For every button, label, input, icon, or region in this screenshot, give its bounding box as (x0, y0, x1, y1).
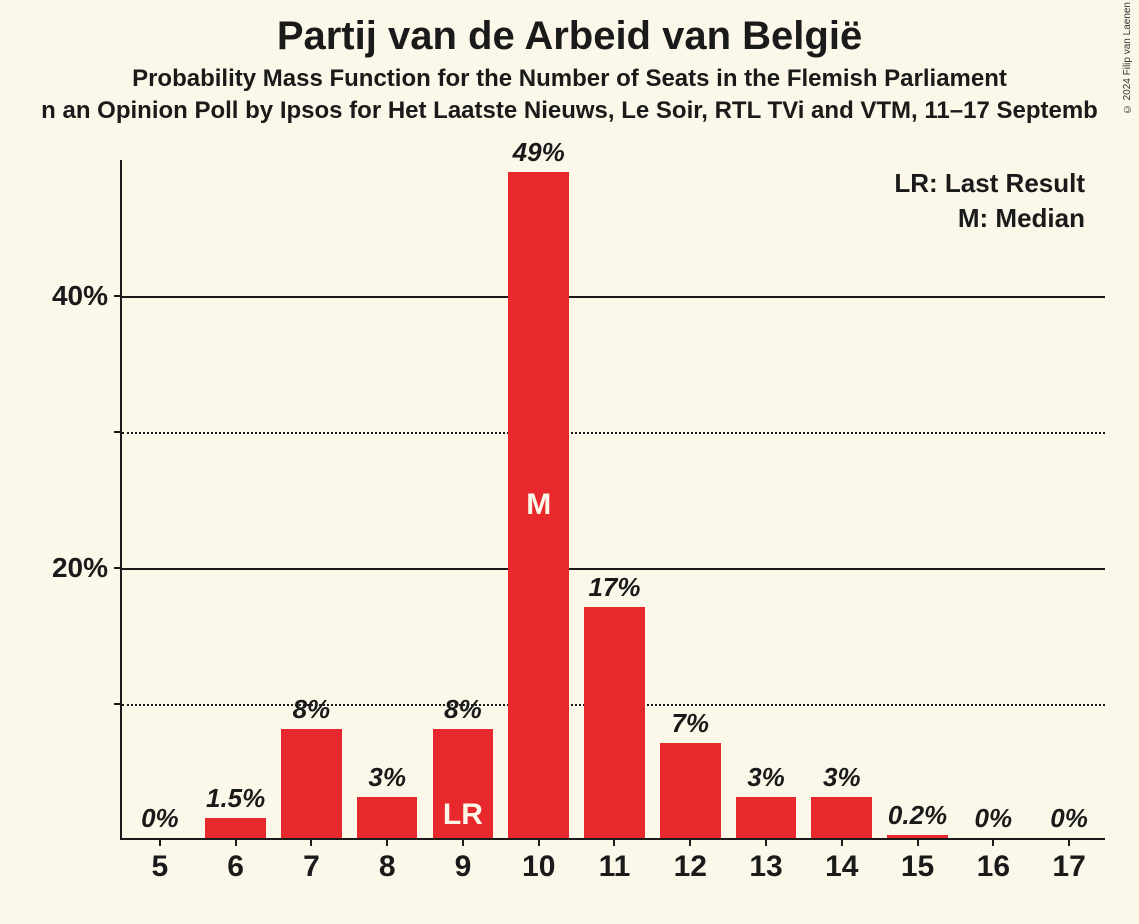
x-axis-label: 6 (227, 850, 244, 884)
bar: 7% (660, 743, 721, 838)
bar-value-label: 17% (588, 572, 640, 603)
ytick-mark (114, 295, 122, 297)
bar-slot: 0.2%15 (880, 160, 956, 838)
x-axis-label: 11 (599, 850, 631, 884)
xtick-mark (689, 838, 691, 846)
x-axis-label: 15 (901, 850, 934, 884)
bar-value-label: 7% (671, 708, 709, 739)
xtick-mark (159, 838, 161, 846)
xtick-mark (613, 838, 615, 846)
x-axis-label: 13 (749, 850, 782, 884)
xtick-mark (1068, 838, 1070, 846)
bar-annotation: LR (443, 798, 483, 832)
bar-value-label: 3% (368, 762, 406, 793)
bar-value-label: 0% (975, 803, 1013, 834)
xtick-mark (765, 838, 767, 846)
bar-slot: 7%12 (652, 160, 728, 838)
bar-slot: 3%14 (804, 160, 880, 838)
bar-slot: 1.5%6 (198, 160, 274, 838)
x-axis-label: 12 (674, 850, 707, 884)
plot-area: LR: Last Result M: Median 20%40%0%51.5%6… (120, 160, 1105, 840)
chart-subtitle-1: Probability Mass Function for the Number… (0, 65, 1139, 93)
ytick-mark (114, 567, 122, 569)
xtick-mark (462, 838, 464, 846)
x-axis-label: 9 (455, 850, 472, 884)
bar-slot: 3%8 (349, 160, 425, 838)
bar-slot: 0%5 (122, 160, 198, 838)
bar-value-label: 0.2% (888, 800, 947, 831)
bar-slot: 8%LR9 (425, 160, 501, 838)
xtick-mark (917, 838, 919, 846)
x-axis-label: 16 (977, 850, 1010, 884)
xtick-mark (841, 838, 843, 846)
bar: 3% (357, 797, 418, 838)
x-axis-label: 17 (1052, 850, 1085, 884)
x-axis-label: 8 (379, 850, 396, 884)
xtick-mark (992, 838, 994, 846)
bar-slot: 0%16 (955, 160, 1031, 838)
bar: 3% (811, 797, 872, 838)
y-axis-label: 20% (52, 552, 108, 584)
bar-value-label: 8% (293, 694, 331, 725)
chart-title: Partij van de Arbeid van België (0, 0, 1139, 59)
bar-slot: 0%17 (1031, 160, 1107, 838)
chart-subtitle-2: n an Opinion Poll by Ipsos for Het Laats… (0, 97, 1139, 125)
xtick-mark (538, 838, 540, 846)
bar-value-label: 0% (1050, 803, 1088, 834)
xtick-mark (235, 838, 237, 846)
bar: 3% (736, 797, 797, 838)
bar-value-label: 3% (823, 762, 861, 793)
bar: 8%LR (433, 729, 494, 838)
bar-value-label: 0% (141, 803, 179, 834)
xtick-mark (310, 838, 312, 846)
bar: 49%M (508, 172, 569, 838)
bar-slot: 49%M10 (501, 160, 577, 838)
x-axis-label: 10 (522, 850, 555, 884)
y-axis-label: 40% (52, 280, 108, 312)
bar-value-label: 3% (747, 762, 785, 793)
bar-slot: 17%11 (577, 160, 653, 838)
bar: 17% (584, 607, 645, 838)
bar-value-label: 49% (513, 137, 565, 168)
x-axis-label: 5 (152, 850, 169, 884)
bar-slot: 3%13 (728, 160, 804, 838)
x-axis-label: 7 (303, 850, 320, 884)
xtick-mark (386, 838, 388, 846)
bar-value-label: 1.5% (206, 783, 265, 814)
bar-slot: 8%7 (274, 160, 350, 838)
bar: 1.5% (205, 818, 266, 838)
copyright-text: © 2024 Filip van Laenen (1122, 2, 1133, 114)
bar-value-label: 8% (444, 694, 482, 725)
chart-container: LR: Last Result M: Median 20%40%0%51.5%6… (0, 160, 1139, 920)
ytick-mark (114, 431, 122, 433)
bar: 8% (281, 729, 342, 838)
bars-group: 0%51.5%68%73%88%LR949%M1017%117%123%133%… (122, 160, 1105, 838)
x-axis-label: 14 (825, 850, 858, 884)
ytick-mark (114, 703, 122, 705)
bar-annotation: M (526, 488, 551, 522)
